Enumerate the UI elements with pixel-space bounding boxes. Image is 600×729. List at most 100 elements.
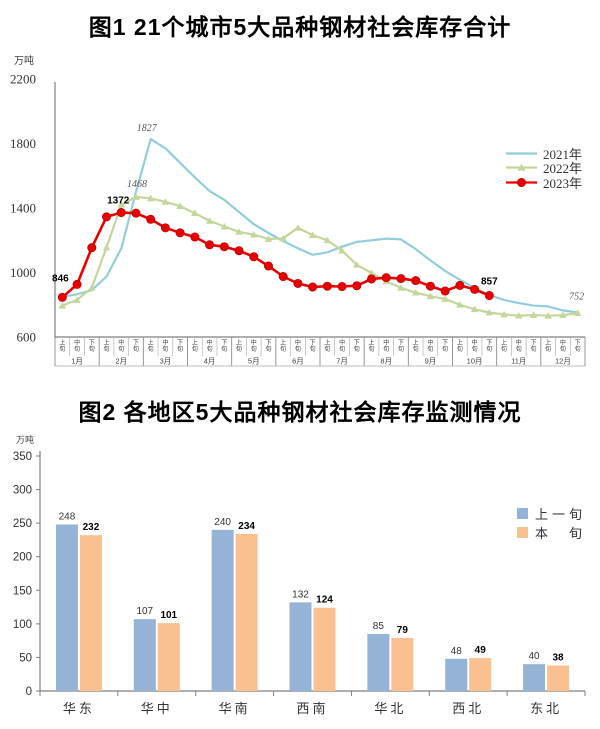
data-point-triangle — [441, 295, 449, 302]
data-point-triangle — [529, 311, 538, 318]
data-point-triangle — [205, 217, 214, 224]
legend-label-current-period: 本 旬 — [535, 526, 587, 541]
data-point-circle — [337, 282, 347, 292]
data-point-triangle — [470, 305, 479, 313]
data-point-circle — [293, 278, 303, 288]
data-point-triangle — [249, 231, 258, 238]
bar-value-label: 38 — [553, 652, 565, 663]
bar-value-label: 248 — [59, 511, 76, 522]
legend-item-2021: 2021年 — [505, 146, 582, 162]
chart1-month-label: 5月 — [248, 357, 260, 366]
chart1-data-label: 846 — [52, 273, 69, 284]
chart2-ytick-label: 200 — [13, 552, 32, 564]
chart1-period-label: 下旬 — [265, 340, 271, 353]
data-point-triangle — [102, 243, 111, 251]
data-point-triangle — [88, 284, 96, 291]
data-point-circle — [470, 284, 480, 294]
chart1-data-label: 752 — [569, 291, 584, 302]
legend-item-2023: 2023年 — [505, 175, 583, 191]
legend-item-current-period: 本 旬 — [517, 523, 586, 542]
chart1-legend: 2021年 2022年 2023年 — [505, 146, 583, 191]
bar-上一旬-西南 — [289, 602, 312, 691]
chart1-period-label: 中旬 — [295, 339, 301, 353]
chart1-period-label: 上旬 — [501, 339, 507, 353]
data-point-triangle — [411, 289, 420, 296]
data-point-circle — [205, 240, 215, 250]
data-point-triangle — [294, 224, 302, 231]
chart1-period-label: 中旬 — [560, 339, 566, 353]
chart1-period-label: 下旬 — [530, 340, 536, 353]
bar-value-label: 40 — [529, 651, 541, 662]
bar-本 旬-华中 — [157, 623, 180, 691]
chart1-period-label: 下旬 — [398, 340, 404, 353]
data-point-circle — [308, 282, 318, 292]
chart1-ytick-label: 1800 — [10, 136, 36, 151]
bar-value-label: 132 — [292, 589, 309, 600]
chart1-period-label: 上旬 — [413, 339, 419, 353]
chart1-period-label: 上旬 — [280, 339, 286, 353]
bar-本 旬-华东 — [79, 535, 102, 691]
bar-value-label: 85 — [373, 621, 385, 632]
chart1-period-label: 下旬 — [89, 340, 95, 353]
data-point-circle — [131, 208, 141, 218]
chart1-period-label: 下旬 — [486, 340, 492, 353]
data-point-circle — [425, 281, 435, 291]
data-point-triangle — [367, 269, 376, 276]
bar-本 旬-西北 — [469, 658, 492, 691]
data-point-circle — [484, 291, 494, 301]
chart1-month-label: 9月 — [425, 357, 437, 366]
bar-上一旬-华南 — [211, 529, 234, 691]
chart1-period-label: 上旬 — [148, 339, 154, 353]
chart2-ytick-label: 300 — [13, 485, 32, 497]
chart1-month-label: 6月 — [292, 357, 304, 366]
chart1-period-label: 上旬 — [324, 339, 330, 353]
data-point-circle — [190, 232, 200, 242]
bar-value-label: 79 — [397, 625, 409, 636]
data-point-triangle — [146, 194, 155, 202]
chart1-period-label: 中旬 — [427, 339, 433, 353]
bar-value-label: 124 — [316, 595, 333, 606]
chart1-period-label: 上旬 — [192, 339, 198, 353]
chart1-period-label: 上旬 — [104, 339, 110, 353]
chart1-period-label: 上旬 — [545, 339, 551, 353]
data-point-triangle — [559, 311, 567, 318]
chart1-period-label: 下旬 — [221, 340, 227, 353]
data-point-circle — [72, 279, 82, 289]
data-point-triangle — [117, 201, 126, 208]
chart1-data-label: 1827 — [137, 123, 158, 134]
chart1-period-label: 中旬 — [472, 339, 478, 353]
legend-swatch-previous-period — [517, 508, 528, 519]
chart1-title: 图1 21个城市5大品种钢材社会库存合计 — [88, 14, 512, 40]
data-point-triangle — [397, 284, 405, 291]
data-point-circle — [396, 274, 406, 284]
bar-value-label: 48 — [451, 646, 463, 657]
chart1-period-label: 中旬 — [339, 339, 345, 353]
legend-label-previous-period: 上一旬 — [535, 507, 587, 522]
data-point-triangle — [220, 222, 229, 230]
legend-label-2023: 2023年 — [543, 175, 583, 191]
data-point-triangle — [132, 193, 140, 200]
data-point-circle — [381, 273, 391, 283]
chart1-period-label: 中旬 — [516, 339, 522, 353]
data-point-circle — [440, 286, 450, 296]
legend-label-2022: 2022年 — [543, 161, 583, 177]
chart1-month-label: 12月 — [555, 357, 571, 366]
data-point-circle — [411, 276, 421, 286]
chart2-category-label: 西北 — [452, 701, 484, 716]
chart2-ytick-label: 100 — [13, 619, 32, 631]
chart1-period-label: 中旬 — [207, 339, 213, 353]
chart1-period-label: 中旬 — [162, 339, 168, 353]
data-point-triangle — [426, 292, 435, 300]
legend-swatch-current-period — [517, 527, 528, 538]
chart1-period-label: 下旬 — [442, 340, 448, 353]
legend-item-previous-period: 上一旬 — [517, 504, 586, 523]
chart1-period-label: 中旬 — [118, 339, 124, 353]
series-line-2022年 — [61, 195, 579, 317]
bar-value-label: 101 — [160, 610, 177, 621]
data-point-circle — [367, 274, 377, 284]
data-point-triangle — [176, 202, 184, 209]
chart2-category-label: 华中 — [141, 701, 173, 716]
data-point-circle — [175, 228, 185, 238]
chart2-ytick-label: 150 — [13, 585, 32, 597]
